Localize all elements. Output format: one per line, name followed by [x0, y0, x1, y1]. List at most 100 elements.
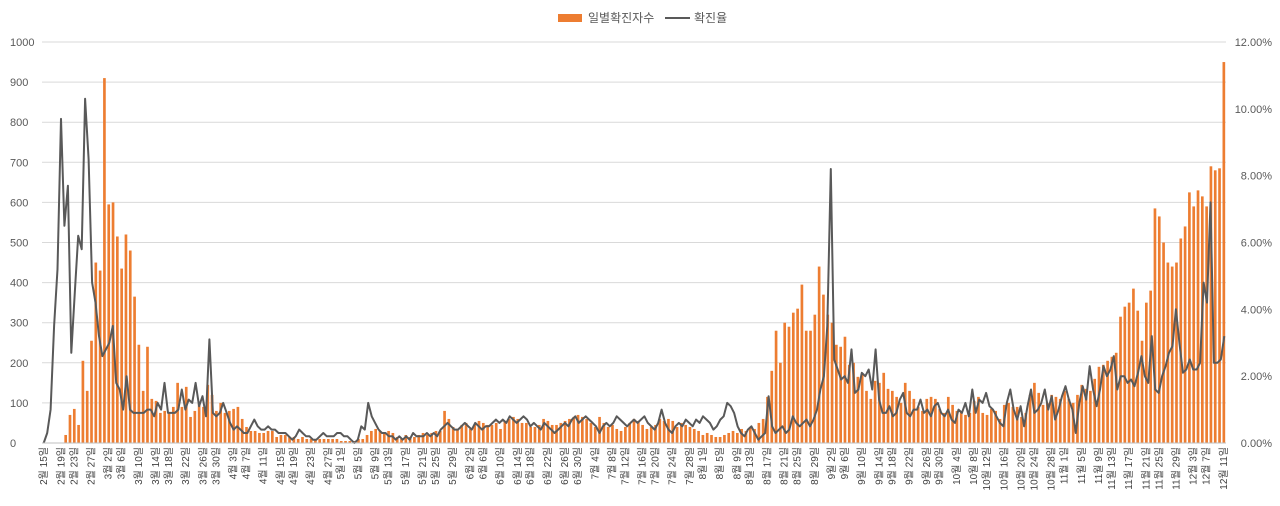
bar: [839, 346, 842, 443]
x-tick-label: 7월 24일: [667, 447, 679, 485]
bar: [1007, 402, 1010, 443]
x-tick: 9월 22일: [904, 447, 916, 485]
y-right-tick-label: 8.00%: [1241, 171, 1272, 183]
x-tick: 8월 17일: [762, 447, 774, 485]
bar: [1162, 242, 1165, 443]
bar: [955, 410, 959, 443]
x-tick-label: 11월 21일: [1140, 447, 1152, 490]
bar: [757, 422, 761, 443]
bar: [865, 390, 868, 443]
bar: [529, 426, 533, 443]
x-tick-label: 2월 23일: [68, 447, 80, 485]
x-tick-label: 12월 11일: [1218, 447, 1230, 490]
bar: [167, 412, 171, 443]
bar: [1218, 168, 1221, 443]
bar: [227, 410, 231, 443]
x-tick: 7월 28일: [684, 447, 696, 485]
x-tick-label: 7월 4일: [589, 447, 601, 479]
x-tick-label: 3월 6일: [116, 447, 128, 479]
x-tick-label: 6월 2일: [464, 447, 476, 479]
bar: [580, 416, 584, 443]
gridlines: [42, 41, 1226, 444]
bar: [598, 416, 601, 443]
bar: [262, 432, 266, 443]
bar: [266, 430, 270, 443]
x-tick-label: 10월 4일: [951, 447, 963, 485]
bar: [977, 396, 980, 443]
bar: [499, 428, 502, 443]
x-tick: 7월 24일: [667, 447, 679, 485]
x-tick: 4월 3일: [228, 447, 240, 479]
x-tick-label: 5월 5일: [353, 447, 365, 479]
bar: [395, 436, 399, 443]
bar: [382, 432, 386, 443]
bar: [649, 426, 653, 443]
x-tick: 8월 25일: [792, 447, 804, 485]
bar: [688, 426, 692, 443]
bar: [400, 438, 403, 443]
bar: [348, 440, 352, 443]
bar: [512, 416, 515, 443]
x-tick: 5월 1일: [335, 447, 347, 479]
bar: [189, 416, 192, 443]
bar: [568, 418, 571, 443]
bar: [1157, 216, 1161, 443]
bar: [133, 296, 136, 443]
x-tick-label: 3월 18일: [163, 447, 175, 485]
y-left-tick-label: 400: [10, 278, 28, 290]
bar: [464, 422, 468, 443]
bar: [176, 382, 179, 443]
x-tick: 11월 9일: [1093, 447, 1105, 484]
x-tick-label: 5월 21일: [417, 447, 429, 485]
bar: [516, 418, 520, 443]
legend: 일별확진자수 확진율: [558, 11, 727, 25]
x-tick: 8월 21일: [779, 447, 791, 485]
bar: [460, 424, 464, 443]
bar: [860, 374, 864, 443]
x-tick-label: 9월 10일: [856, 447, 868, 485]
bar: [791, 312, 795, 443]
x-tick-label: 4월 11일: [258, 447, 270, 484]
x-tick: 4월 15일: [275, 447, 287, 485]
x-tick: 4월 27일: [322, 447, 334, 485]
bar: [438, 430, 442, 443]
bar: [1110, 356, 1114, 443]
x-tick: 2월 23일: [68, 447, 80, 485]
bar: [451, 426, 455, 443]
bar: [761, 418, 765, 443]
bar: [279, 434, 283, 443]
x-tick-label: 4월 27일: [322, 447, 334, 485]
bar: [236, 406, 240, 443]
bar: [826, 314, 830, 443]
bar: [1170, 266, 1174, 443]
bar: [296, 438, 300, 443]
bar: [873, 380, 877, 443]
x-tick-label: 10월 20일: [1016, 447, 1028, 490]
bar: [619, 430, 623, 443]
bar: [318, 438, 322, 443]
bar: [779, 362, 782, 443]
bar: [232, 408, 235, 443]
bar: [748, 426, 752, 443]
bar: [64, 434, 68, 443]
bar: [559, 422, 563, 443]
bar: [370, 430, 373, 443]
bar: [744, 430, 748, 443]
bar: [305, 438, 309, 443]
x-tick-label: 6월 6일: [477, 447, 489, 479]
bar: [714, 436, 718, 443]
x-tick: 5월 29일: [447, 447, 459, 485]
y-right-tick-label: 2.00%: [1241, 371, 1272, 383]
bar: [886, 388, 890, 443]
x-tick: 2월 27일: [86, 447, 98, 485]
bar: [430, 432, 433, 443]
x-tick-label: 6월 26일: [559, 447, 571, 485]
x-tick-label: 8월 13일: [744, 447, 756, 485]
x-tick: 6월 10일: [495, 447, 507, 485]
y-left-tick-label: 100: [10, 398, 28, 410]
bar: [473, 424, 477, 443]
y-right-tick-label: 0.00%: [1241, 438, 1272, 450]
y-left-tick-label: 600: [10, 197, 28, 209]
bar: [1063, 390, 1066, 443]
